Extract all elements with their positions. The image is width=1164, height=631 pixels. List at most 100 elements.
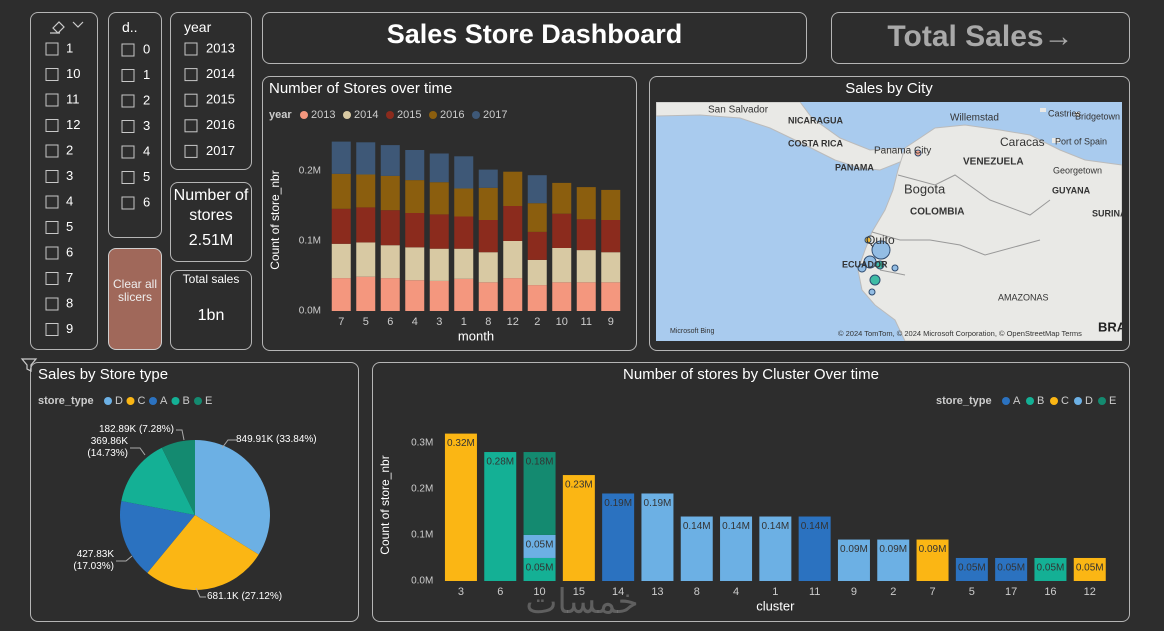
- legend-swatch: [104, 397, 112, 405]
- slicer-item[interactable]: 2015: [206, 92, 235, 107]
- checkbox[interactable]: [184, 93, 198, 107]
- bar-segment: [331, 208, 351, 244]
- x-tick-label: 2: [534, 316, 540, 328]
- data-label: 0.14M: [722, 521, 750, 532]
- x-tick-label: 6: [387, 316, 393, 328]
- pie-slice: [121, 447, 195, 515]
- bar-segment: [523, 534, 556, 558]
- data-label: 0.09M: [919, 544, 947, 555]
- bar-segment: [552, 213, 572, 248]
- slicer-item[interactable]: 6: [66, 244, 73, 259]
- y-tick-label: 0.1M: [411, 530, 433, 541]
- slicer-item[interactable]: 2013: [206, 40, 235, 55]
- checkbox[interactable]: [45, 93, 59, 107]
- slicer-item[interactable]: 6: [143, 194, 150, 209]
- bar-segment: [478, 187, 498, 220]
- map-label: Castries: [1048, 108, 1082, 118]
- slicer-item[interactable]: 10: [66, 66, 80, 81]
- checkbox[interactable]: [45, 170, 59, 183]
- chart-title: Sales by City: [845, 80, 933, 97]
- checkbox[interactable]: [121, 145, 135, 159]
- checkbox[interactable]: [45, 297, 59, 311]
- x-tick-label: 12: [1084, 586, 1096, 598]
- slicer-item[interactable]: 4: [143, 143, 150, 158]
- slicer-icons: [20, 21, 84, 372]
- slicer-item[interactable]: 5: [143, 169, 150, 184]
- bar-segment: [552, 282, 572, 311]
- x-tick-label: 10: [533, 586, 545, 598]
- checkbox[interactable]: [45, 144, 59, 158]
- bar-segment: [484, 452, 517, 581]
- checkbox[interactable]: [184, 68, 198, 82]
- total-sales-button[interactable]: [831, 12, 1130, 64]
- slicer-item[interactable]: 1: [66, 40, 73, 55]
- checkbox[interactable]: [45, 68, 59, 81]
- bar-segment: [601, 189, 621, 220]
- bar-segment: [527, 175, 547, 204]
- slicer-item[interactable]: 2: [143, 92, 150, 107]
- bar-segment: [602, 493, 635, 581]
- checkbox[interactable]: [45, 195, 59, 209]
- y-tick-label: 0.2M: [411, 484, 433, 495]
- checkbox[interactable]: [121, 171, 135, 184]
- checkbox[interactable]: [121, 43, 135, 57]
- legend-label: C: [1061, 395, 1069, 407]
- map-label: © 2024 TomTom, © 2024 Microsoft Corporat…: [838, 329, 1082, 338]
- slicer-item[interactable]: 5: [66, 219, 73, 234]
- title-panel: [262, 12, 807, 64]
- button-label[interactable]: Clear all slicers: [112, 277, 157, 304]
- x-tick-label: 1: [461, 316, 467, 328]
- x-tick-label: 17: [1005, 586, 1017, 598]
- slicer-item[interactable]: 3: [143, 118, 150, 133]
- slicer-item[interactable]: 1: [143, 67, 150, 82]
- bar-segment: [405, 213, 425, 248]
- slicer-item[interactable]: 12: [66, 117, 80, 132]
- chevron-icon[interactable]: [72, 21, 84, 28]
- checkbox[interactable]: [45, 272, 59, 285]
- bar-segment: [380, 210, 400, 246]
- slicer-item[interactable]: 2: [66, 142, 73, 157]
- slicer-item[interactable]: 2017: [206, 143, 235, 158]
- checkbox[interactable]: [45, 221, 59, 234]
- x-axis-label: cluster: [756, 598, 795, 613]
- slicer-item[interactable]: 0: [143, 41, 150, 56]
- slicer-item[interactable]: 3: [66, 168, 73, 183]
- checkbox[interactable]: [121, 196, 135, 210]
- y-tick-label: 0.1M: [299, 236, 321, 247]
- legend-swatch: [1050, 397, 1058, 405]
- bar-segment: [562, 475, 595, 581]
- checkbox[interactable]: [121, 69, 135, 82]
- x-tick-label: 7: [338, 316, 344, 328]
- checkbox[interactable]: [184, 144, 198, 158]
- bar-segment: [641, 493, 674, 581]
- map-label: AMAZONAS: [998, 292, 1049, 302]
- slicer-item[interactable]: 9: [66, 321, 73, 336]
- checkbox[interactable]: [184, 42, 198, 56]
- x-tick-label: 16: [1044, 586, 1056, 598]
- checkbox[interactable]: [45, 323, 59, 336]
- checkbox[interactable]: [121, 120, 135, 133]
- bar-segment: [680, 516, 713, 581]
- slicer-item[interactable]: 7: [66, 270, 73, 285]
- slicer-item[interactable]: 8: [66, 295, 73, 310]
- border: [871, 174, 1051, 276]
- y-tick-label: 0.3M: [411, 437, 433, 448]
- clear-button[interactable]: [108, 248, 162, 350]
- checkbox[interactable]: [45, 246, 59, 260]
- slicer-item[interactable]: 11: [66, 91, 80, 106]
- data-label: 0.05M: [526, 563, 554, 574]
- legend-swatch: [300, 111, 308, 119]
- checkbox[interactable]: [184, 119, 198, 133]
- total-sales-label[interactable]: Total Sales→: [887, 20, 1074, 53]
- slicer-item[interactable]: 2014: [206, 66, 235, 81]
- eraser-icon[interactable]: [50, 21, 65, 34]
- slicer-item[interactable]: 4: [66, 193, 73, 208]
- slicer-item[interactable]: 2016: [206, 117, 235, 132]
- x-tick-label: 9: [851, 586, 857, 598]
- bar-segment: [837, 539, 870, 581]
- checkbox[interactable]: [45, 42, 59, 56]
- checkbox[interactable]: [45, 119, 59, 132]
- bar-segment: [380, 175, 400, 211]
- checkbox[interactable]: [121, 94, 135, 108]
- bar-segment: [523, 452, 556, 535]
